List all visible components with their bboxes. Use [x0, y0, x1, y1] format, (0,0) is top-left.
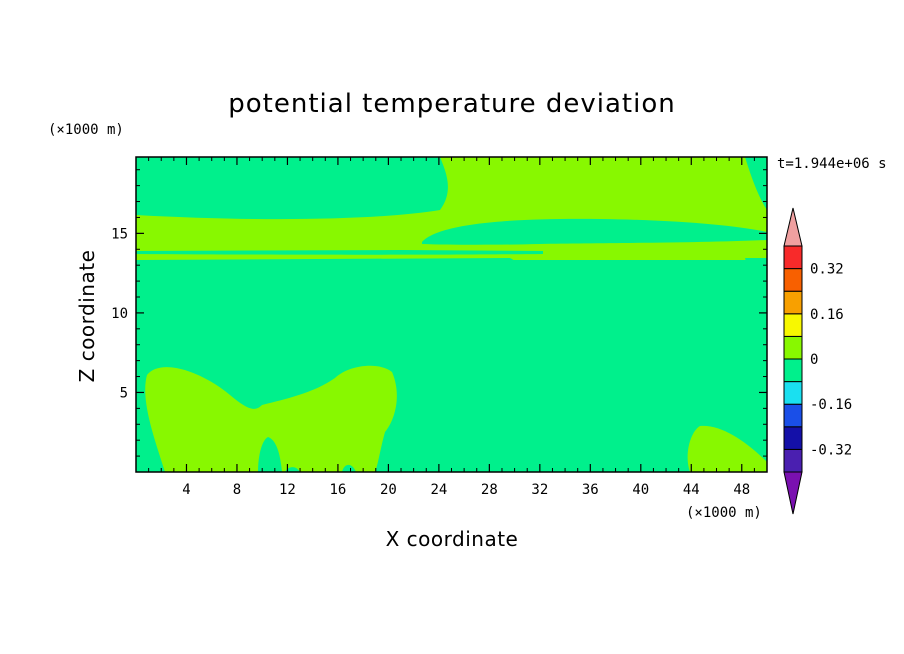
- field-negative-region: [342, 464, 356, 472]
- colorbar-swatch: [783, 313, 803, 337]
- colorbar-label: 0.32: [810, 262, 844, 278]
- field-negative-region: [460, 465, 474, 472]
- x-tick-label: 48: [733, 482, 750, 498]
- y-tick-label: 15: [111, 226, 128, 242]
- x-tick-label: 20: [380, 482, 397, 498]
- colorbar-under-triangle: [783, 471, 803, 515]
- x-tick-label: 8: [233, 482, 241, 498]
- colorbar-swatch: [783, 290, 803, 315]
- colorbar-label: 0.16: [810, 307, 844, 323]
- x-axis-label: X coordinate: [386, 527, 519, 551]
- field-negative-region: [285, 467, 300, 472]
- y-unit-label: (×1000 m): [48, 122, 124, 138]
- y-axis-label: Z coordinate: [75, 250, 99, 383]
- chart-title: potential temperature deviation: [228, 89, 675, 119]
- colorbar-swatch: [783, 335, 803, 360]
- field-negative-region: [433, 462, 450, 472]
- x-tick-label: 36: [582, 482, 599, 498]
- colorbar-over-triangle: [783, 207, 803, 247]
- colorbar-label: 0: [810, 352, 818, 368]
- x-tick-label: 40: [632, 482, 649, 498]
- x-tick-label: 4: [182, 482, 190, 498]
- x-tick-label: 28: [481, 482, 498, 498]
- field-positive-region: [145, 365, 397, 472]
- colorbar-swatch: [783, 448, 803, 473]
- colorbar-swatch: [783, 381, 803, 405]
- time-label: t=1.944e+06 s: [777, 156, 887, 172]
- x-tick-label: 32: [531, 482, 548, 498]
- colorbar-swatch: [783, 268, 803, 292]
- x-tick-label: 44: [683, 482, 700, 498]
- contour-field: [136, 157, 767, 472]
- x-unit-label: (×1000 m): [686, 505, 762, 521]
- colorbar-label: -0.16: [810, 397, 852, 413]
- x-tick-label: 12: [279, 482, 296, 498]
- field-positive-region: [687, 425, 767, 472]
- colorbar-swatch: [783, 426, 803, 450]
- colorbar: 0.32 0.16 0 -0.16 -0.32: [783, 207, 852, 515]
- field-negative-region: [258, 437, 282, 472]
- x-tick-label: 24: [430, 482, 447, 498]
- field-negative-region: [550, 258, 767, 472]
- x-tick-label: 16: [329, 482, 346, 498]
- y-tick-label: 10: [111, 306, 128, 322]
- colorbar-swatch: [783, 245, 803, 270]
- colorbar-label: -0.32: [810, 442, 852, 458]
- field-negative-region: [422, 218, 767, 245]
- colorbar-swatch: [783, 358, 803, 383]
- field-negative-region: [136, 250, 543, 255]
- y-tick-label: 5: [120, 385, 128, 401]
- colorbar-swatch: [783, 403, 803, 428]
